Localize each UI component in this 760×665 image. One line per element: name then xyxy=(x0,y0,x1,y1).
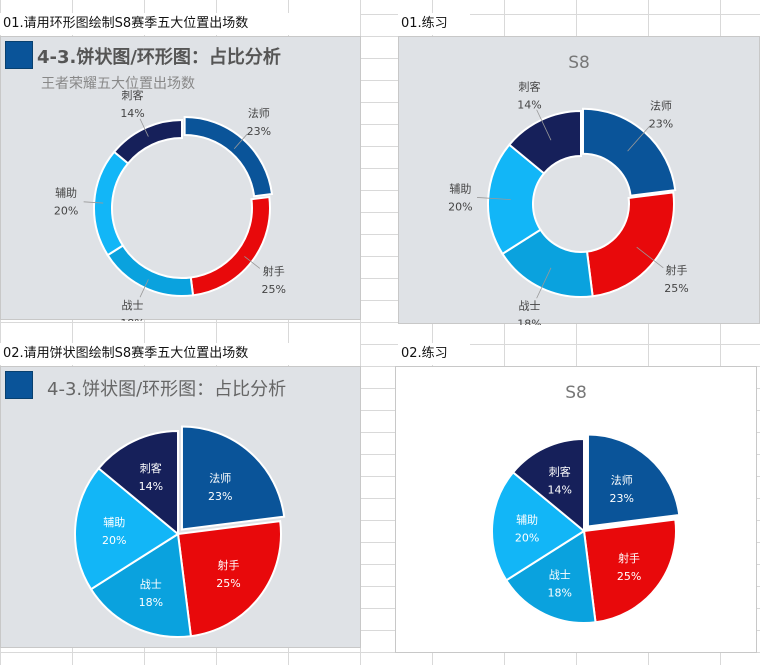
slice-category-label: 战士 xyxy=(549,569,571,582)
slice-category-label: 战士 xyxy=(519,299,541,312)
pie-chart-practice[interactable]: S8 法师 23% 射手 25% 战士 18% 辅助 20% 刺客 14% xyxy=(395,366,757,653)
header-accent-square xyxy=(5,41,33,69)
slice-category-label: 射手 xyxy=(666,263,688,277)
slice-法师[interactable] xyxy=(180,425,286,531)
cell-practice-2[interactable]: 02.练习 xyxy=(398,343,470,365)
slice-射手[interactable] xyxy=(189,195,271,297)
slice-percent-label: 25% xyxy=(664,282,688,295)
slice-percent-label: 14% xyxy=(139,480,163,493)
donut-svg: 法师 23% 射手 25% 战士 18% 辅助 20% 刺客 14% xyxy=(448,80,689,325)
slice-percent-label: 23% xyxy=(649,117,673,130)
cell-practice-1[interactable]: 01.练习 xyxy=(398,13,470,35)
leader-line xyxy=(83,201,104,204)
slice-辅助[interactable] xyxy=(93,150,130,257)
leader-line xyxy=(536,267,552,299)
slice-percent-label: 18% xyxy=(547,587,571,600)
leader-line xyxy=(139,279,149,298)
slice-射手[interactable] xyxy=(582,518,677,624)
chart-title: S8 xyxy=(568,53,590,73)
slice-战士[interactable] xyxy=(89,532,193,638)
slice-percent-label: 23% xyxy=(208,490,232,503)
leader-line xyxy=(244,256,261,269)
header-accent-square xyxy=(5,371,33,399)
slice-percent-label: 14% xyxy=(547,483,571,496)
slice-category-label: 刺客 xyxy=(549,464,571,478)
chart-title: S8 xyxy=(565,383,587,403)
slice-percent-label: 18% xyxy=(139,596,163,609)
slice-刺客[interactable] xyxy=(511,437,585,534)
slice-percent-label: 25% xyxy=(216,577,240,590)
slice-percent-label: 20% xyxy=(102,534,126,547)
slice-刺客[interactable] xyxy=(97,429,179,537)
slice-辅助[interactable] xyxy=(74,466,180,591)
slice-category-label: 法师 xyxy=(248,106,270,120)
slice-category-label: 战士 xyxy=(122,299,144,312)
slice-法师[interactable] xyxy=(586,433,681,528)
donut-svg: 法师 23% 射手 25% 战士 18% 辅助 20% 刺客 14% xyxy=(54,88,286,321)
slice-category-label: 射手 xyxy=(618,551,640,565)
slice-category-label: 刺客 xyxy=(519,80,541,94)
slice-category-label: 战士 xyxy=(140,578,162,591)
slice-法师[interactable] xyxy=(183,115,274,198)
slice-战士[interactable] xyxy=(106,244,195,297)
slice-category-label: 射手 xyxy=(217,558,239,572)
slice-percent-label: 20% xyxy=(54,205,78,218)
slice-percent-label: 20% xyxy=(448,200,472,213)
slice-category-label: 射手 xyxy=(263,264,285,278)
pie-svg: 法师 23% 射手 25% 战士 18% 辅助 20% 刺客 14% xyxy=(74,425,286,638)
leader-line xyxy=(477,197,511,200)
leader-line xyxy=(627,125,651,152)
slice-percent-label: 18% xyxy=(517,317,541,325)
slice-刺客[interactable] xyxy=(112,118,183,165)
slice-percent-label: 20% xyxy=(515,531,539,544)
chart-header-title: 4-3.饼状图/环形图：占比分析 xyxy=(47,379,287,400)
donut-chart-example[interactable]: 4-3.饼状图/环形图：占比分析 王者荣耀五大位置出场数 法师 23% 射手 25% 战… xyxy=(0,36,361,321)
slice-射手[interactable] xyxy=(176,519,282,638)
pie-svg: 法师 23% 射手 25% 战士 18% 辅助 20% 刺客 14% xyxy=(491,433,681,624)
slice-category-label: 法师 xyxy=(650,98,672,112)
cell-task-1[interactable]: 01.请用环形图绘制S8赛季五大位置出场数 xyxy=(0,13,360,35)
leader-line xyxy=(233,133,248,150)
slice-刺客[interactable] xyxy=(507,109,582,175)
donut-chart-practice[interactable]: S8 法师 23% 射手 25% 战士 18% 辅助 20% 刺客 14% xyxy=(398,36,760,325)
slice-percent-label: 25% xyxy=(262,283,286,296)
leader-line xyxy=(139,118,149,137)
chart-header-title: 4-3.饼状图/环形图：占比分析 xyxy=(37,47,281,68)
slice-category-label: 刺客 xyxy=(140,461,162,475)
slice-percent-label: 23% xyxy=(247,125,271,138)
leader-line xyxy=(536,109,552,141)
slice-percent-label: 25% xyxy=(617,570,641,583)
slice-法师[interactable] xyxy=(581,107,677,197)
slice-战士[interactable] xyxy=(504,529,597,624)
slice-category-label: 辅助 xyxy=(516,512,538,526)
slice-category-label: 辅助 xyxy=(103,515,125,529)
pie-chart-example[interactable]: 4-3.饼状图/环形图：占比分析 法师 23% 射手 25% 战士 18% 辅助 20% 刺客 1… xyxy=(0,366,361,648)
chart-subtitle: 王者荣耀五大位置出场数 xyxy=(41,76,195,92)
slice-category-label: 刺客 xyxy=(122,88,144,102)
slice-辅助[interactable] xyxy=(491,470,586,582)
slice-射手[interactable] xyxy=(585,191,675,298)
slice-category-label: 辅助 xyxy=(449,181,471,195)
slice-percent-label: 23% xyxy=(609,492,633,505)
slice-percent-label: 14% xyxy=(120,107,144,120)
leader-line xyxy=(636,246,664,269)
slice-category-label: 法师 xyxy=(209,471,231,485)
slice-category-label: 辅助 xyxy=(55,186,77,200)
slice-category-label: 法师 xyxy=(611,473,633,487)
slice-percent-label: 14% xyxy=(517,99,541,112)
cell-task-2[interactable]: 02.请用饼状图绘制S8赛季五大位置出场数 xyxy=(0,343,360,365)
slice-percent-label: 18% xyxy=(120,317,144,321)
